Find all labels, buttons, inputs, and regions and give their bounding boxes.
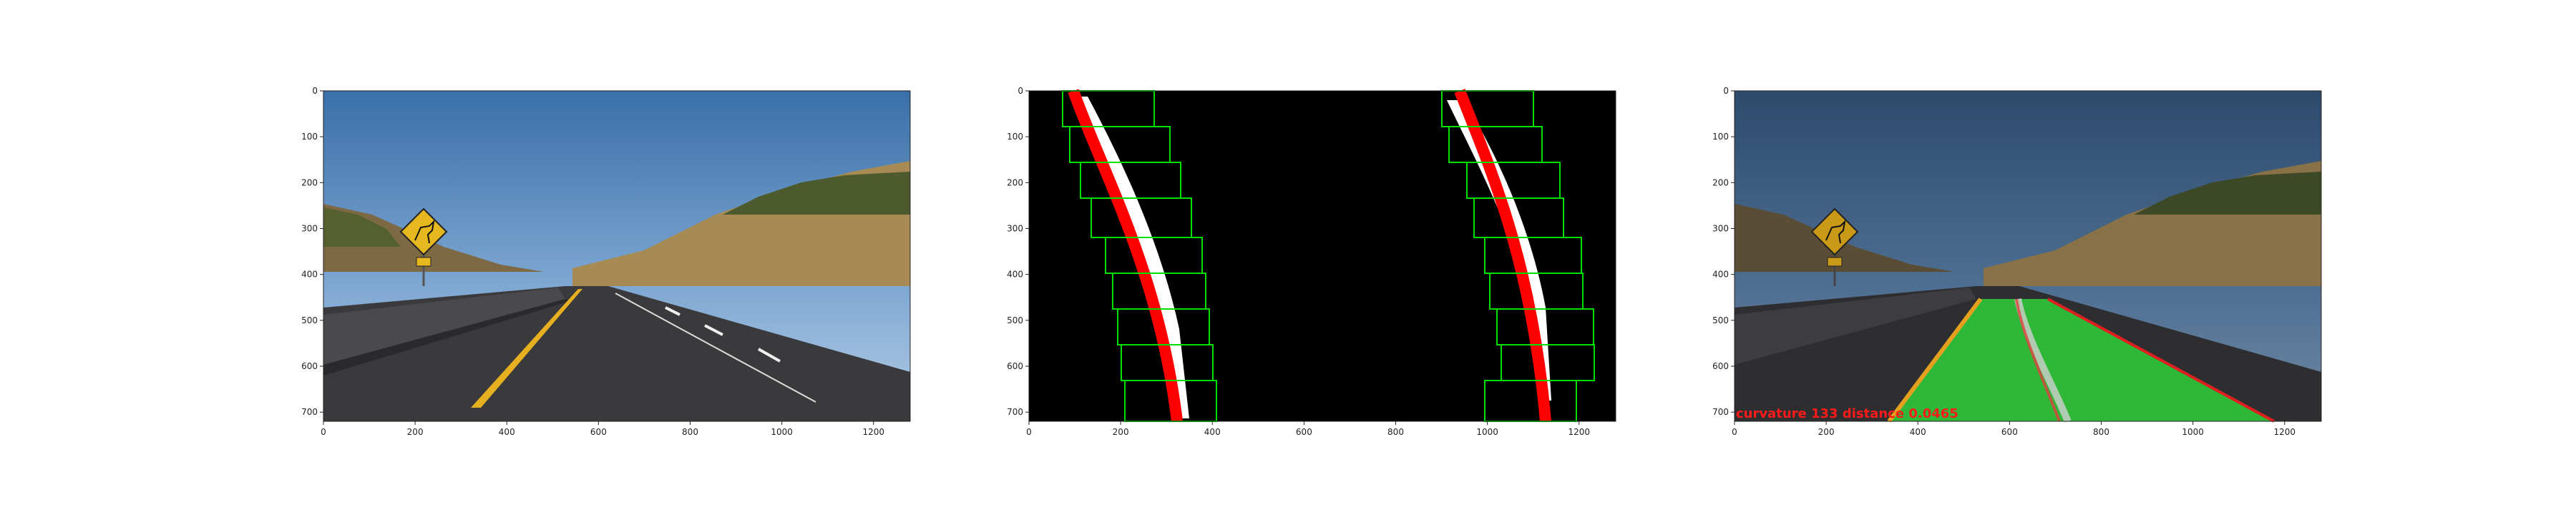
axes-frame [1734, 90, 2322, 422]
y-tick-label: 300 [1712, 224, 1729, 234]
right-lane-boundary [2047, 298, 2275, 423]
x-tick-label: 400 [1910, 427, 1926, 437]
right-lane-line [615, 293, 816, 403]
panel-result: curvature 133 distance 0.0465 [1734, 90, 2322, 423]
panel-sliding-window [1028, 89, 1616, 422]
right-sliding-windows [1441, 90, 1595, 422]
deer-crossing-sign-icon [399, 207, 448, 286]
right-lane-fit [1454, 89, 1551, 422]
y-tick-label: 0 [1018, 86, 1023, 96]
left-trees [323, 207, 401, 247]
y-tick-label: 500 [301, 315, 318, 325]
x-tick-label: 800 [1387, 427, 1404, 437]
y-tick-label: 400 [301, 270, 318, 280]
y-tick-label: 500 [1007, 315, 1023, 325]
axis-ticks: 0 200 400 600 800 1000 12000100200300400500600… [301, 86, 2296, 437]
center-marking [2014, 298, 2072, 423]
y-tick-label: 200 [1712, 177, 1729, 187]
curvature-distance-readout: curvature 133 distance 0.0465 [1736, 406, 1958, 421]
left-lane-boundary [1887, 298, 1983, 423]
x-tick-label: 600 [590, 427, 607, 437]
y-tick-label: 600 [301, 361, 318, 371]
x-tick-label: 1000 [1476, 427, 1498, 437]
panel-original-image [323, 90, 911, 422]
x-tick-label: 200 [1113, 427, 1129, 437]
axes-frame [1028, 90, 1616, 422]
y-tick-label: 700 [1712, 407, 1729, 417]
x-tick-label: 200 [407, 427, 424, 437]
left-hill [323, 204, 544, 272]
x-tick-label: 200 [1818, 427, 1835, 437]
y-tick-label: 0 [312, 86, 318, 96]
left-sliding-windows [1062, 90, 1217, 422]
y-tick-label: 100 [301, 132, 318, 142]
x-tick-label: 0 [321, 427, 326, 437]
x-tick-label: 1200 [2273, 427, 2296, 437]
x-tick-label: 1000 [2182, 427, 2204, 437]
deer-crossing-sign-icon [1810, 207, 1859, 286]
y-tick-label: 500 [1712, 315, 1729, 325]
y-tick-label: 600 [1712, 361, 1729, 371]
x-tick-label: 400 [499, 427, 515, 437]
x-tick-label: 1200 [1568, 427, 1590, 437]
y-tick-label: 400 [1712, 270, 1729, 280]
x-tick-label: 800 [2093, 427, 2109, 437]
y-tick-label: 100 [1007, 132, 1023, 142]
lane-area-overlay [1889, 299, 2274, 421]
y-tick-label: 400 [1007, 270, 1023, 280]
x-tick-label: 400 [1204, 427, 1221, 437]
y-tick-label: 700 [301, 407, 318, 417]
x-tick-label: 0 [1026, 427, 1032, 437]
axes-frame [323, 90, 911, 422]
x-tick-label: 0 [1732, 427, 1737, 437]
x-tick-label: 1000 [771, 427, 793, 437]
y-tick-label: 300 [1007, 224, 1023, 234]
x-tick-label: 600 [2001, 427, 2018, 437]
y-tick-label: 700 [1007, 407, 1023, 417]
y-tick-label: 200 [1007, 177, 1023, 187]
right-trees [723, 172, 910, 215]
left-lane-fit [1068, 89, 1183, 422]
x-tick-label: 600 [1296, 427, 1312, 437]
x-tick-label: 1200 [862, 427, 884, 437]
y-tick-label: 300 [301, 224, 318, 234]
left-lane-line [471, 289, 582, 408]
y-tick-label: 100 [1712, 132, 1729, 142]
y-tick-label: 200 [301, 177, 318, 187]
concrete-barrier [323, 288, 565, 365]
y-tick-label: 600 [1007, 361, 1023, 371]
x-tick-label: 800 [682, 427, 698, 437]
y-tick-label: 0 [1723, 86, 1729, 96]
